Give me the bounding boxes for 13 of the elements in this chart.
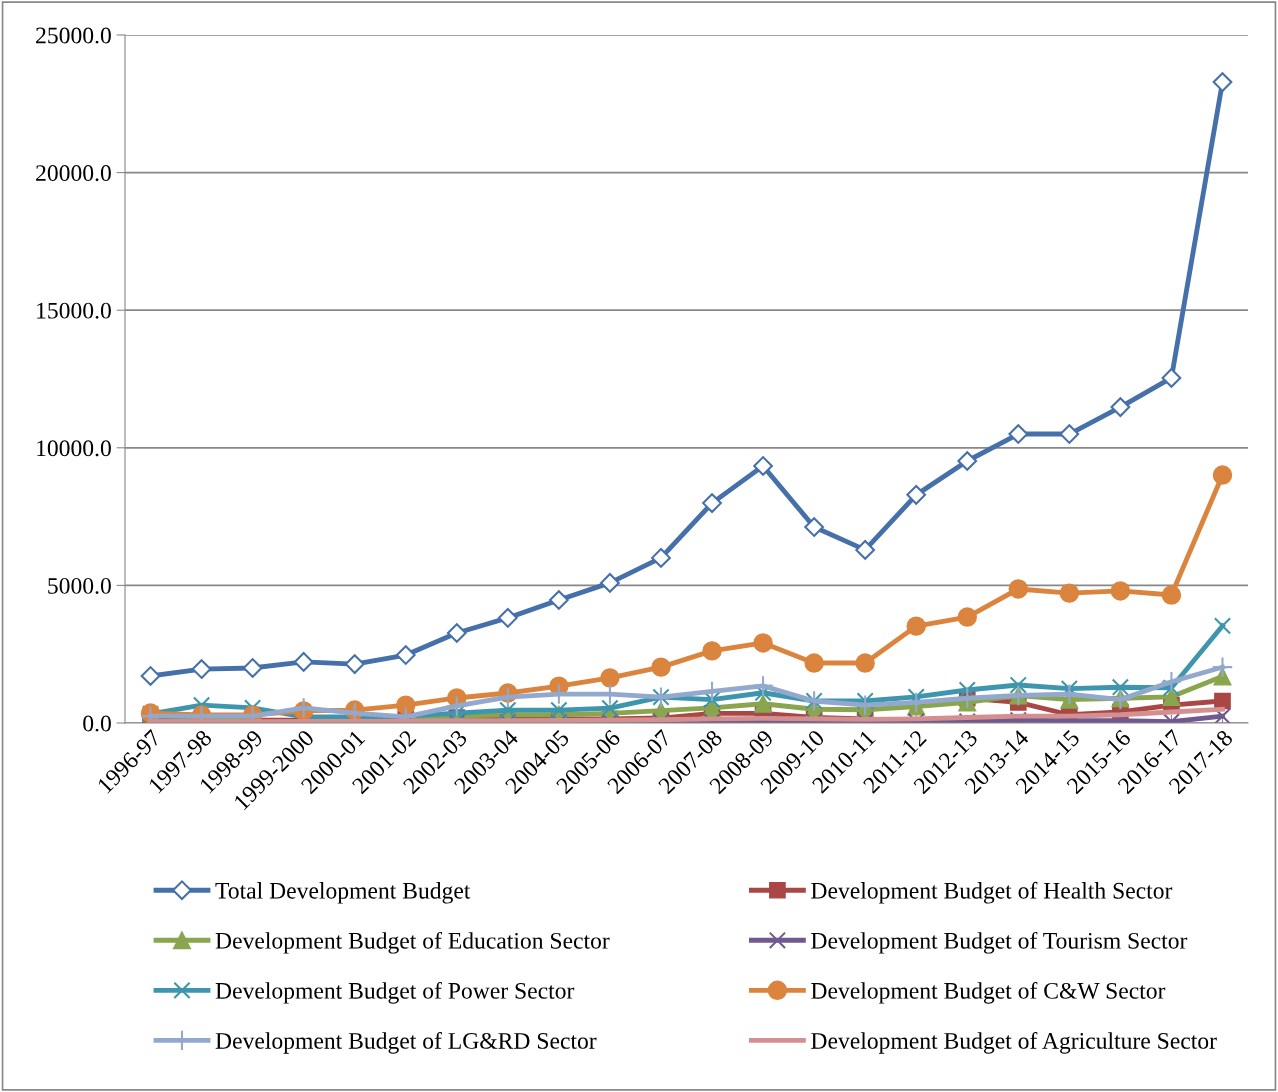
y-tick-label: 10000.0 (37, 440, 111, 457)
legend-label: Development Budget of Agriculture Sector (811, 1032, 1217, 1054)
legend-label: Development Budget of LG&RD Sector (215, 1032, 597, 1054)
y-tick-label: 25000.0 (36, 27, 111, 44)
legend-label: Development Budget of Tourism Sector (811, 931, 1188, 954)
y-tick-label: 20000.0 (36, 165, 111, 182)
y-tick-label: 15000.0 (37, 302, 111, 319)
legend-label: Total Development Budget (215, 882, 471, 904)
legend-label: Development Budget of Health Sector (811, 881, 1173, 904)
legend-label: Development Budget of Power Sector (215, 981, 575, 1004)
legend-label: Development Budget of C&W Sector (811, 981, 1166, 1004)
y-tick-label: 5000.0 (48, 577, 111, 594)
legend-label: Development Budget of Education Sector (215, 931, 610, 954)
